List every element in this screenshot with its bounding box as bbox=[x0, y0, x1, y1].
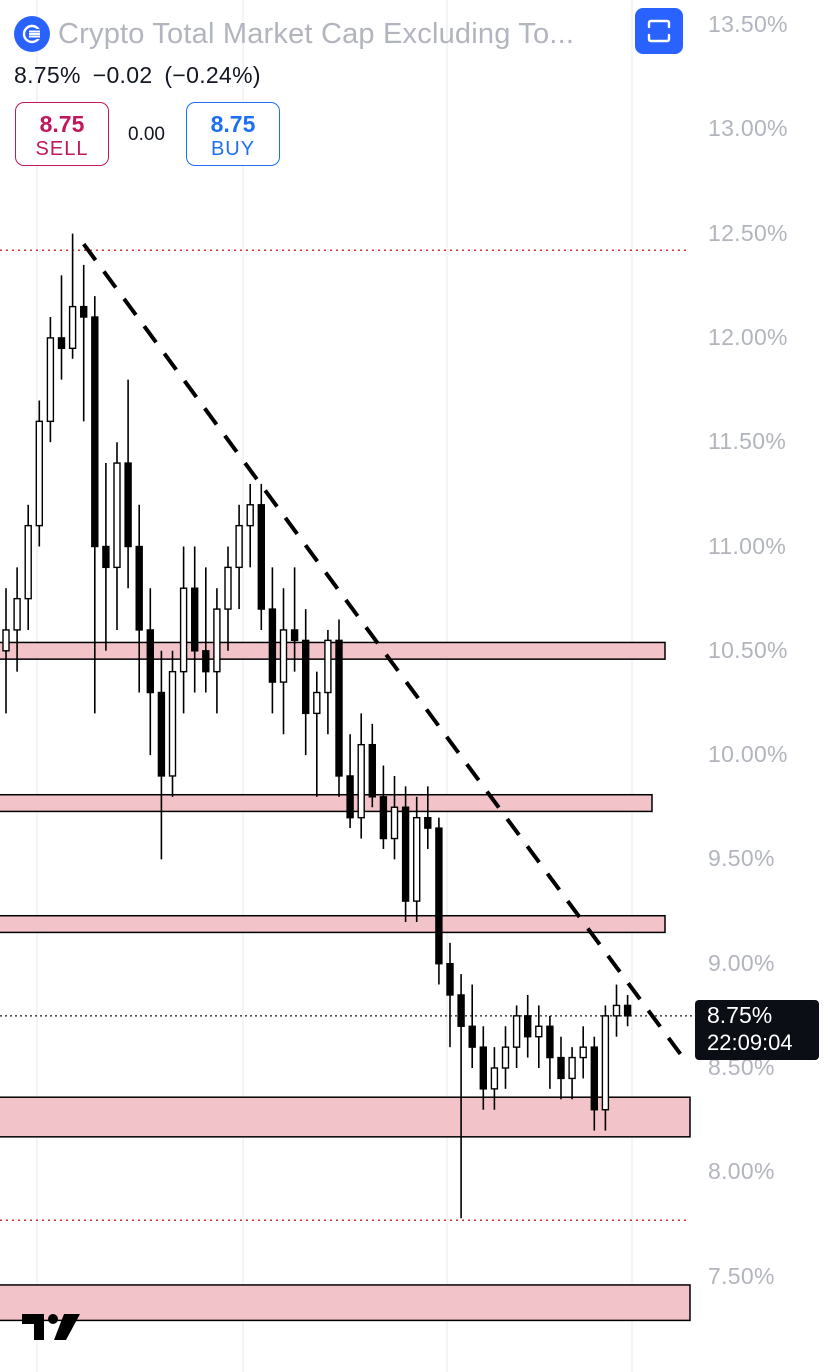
candlestick-series bbox=[2, 233, 632, 1219]
candle-body bbox=[490, 1067, 499, 1090]
candle-body bbox=[379, 796, 388, 840]
y-tick-label: 9.00% bbox=[708, 949, 775, 976]
y-tick-label: 13.50% bbox=[708, 11, 788, 37]
sell-button[interactable]: 8.75 SELL bbox=[15, 102, 109, 166]
change-value: −0.02 bbox=[92, 62, 153, 88]
y-tick-label: 12.50% bbox=[708, 219, 788, 246]
price-zone bbox=[0, 914, 666, 934]
candle-body bbox=[623, 1004, 632, 1017]
symbol-title[interactable]: Crypto Total Market Cap Excluding To... bbox=[58, 17, 575, 50]
candle-body bbox=[57, 337, 66, 350]
buy-label: BUY bbox=[210, 138, 256, 160]
y-tick-label: 12.00% bbox=[708, 323, 788, 350]
candle-body bbox=[290, 629, 299, 642]
candle-body bbox=[435, 827, 443, 965]
price-summary: 8.75% −0.02 (−0.24%) bbox=[14, 62, 261, 89]
candle-body bbox=[246, 504, 254, 527]
candle-body bbox=[68, 305, 77, 350]
candle-body bbox=[335, 639, 343, 777]
candle-body bbox=[590, 1046, 598, 1111]
candle-body bbox=[179, 587, 188, 673]
y-tick-label: 11.50% bbox=[708, 428, 787, 455]
candle-body bbox=[13, 597, 21, 631]
candle-body bbox=[102, 545, 110, 569]
y-tick-label: 13.00% bbox=[708, 115, 788, 142]
candle-body bbox=[557, 1056, 565, 1080]
current-price-tag: 8.75% 22:09:04 bbox=[695, 1000, 819, 1060]
candle-body bbox=[302, 639, 310, 715]
candle-body bbox=[479, 1046, 487, 1090]
y-tick-label: 10.00% bbox=[708, 741, 788, 768]
tradingview-logo-icon[interactable] bbox=[20, 1308, 84, 1344]
y-tick-label: 8.00% bbox=[708, 1158, 775, 1185]
candle-body bbox=[202, 650, 210, 673]
candle-body bbox=[213, 608, 221, 673]
support-resistance-zones bbox=[0, 641, 691, 1322]
candle-body bbox=[2, 629, 10, 652]
candle-body bbox=[324, 639, 332, 694]
buy-button[interactable]: 8.75 BUY bbox=[186, 102, 280, 166]
buy-price: 8.75 bbox=[210, 111, 256, 137]
candle-body bbox=[546, 1025, 554, 1059]
crypto-cap-logo-icon bbox=[14, 16, 50, 52]
candle-body bbox=[413, 816, 421, 902]
candle-body bbox=[279, 629, 288, 683]
candle-body bbox=[535, 1025, 543, 1038]
y-tick-label: 10.50% bbox=[708, 636, 788, 663]
candle-body bbox=[501, 1046, 510, 1069]
candle-body bbox=[424, 816, 432, 829]
candle-body bbox=[91, 316, 99, 548]
candle-body bbox=[368, 743, 376, 798]
candle-body bbox=[390, 806, 399, 840]
last-value: 8.75% bbox=[14, 62, 81, 88]
bar-countdown: 22:09:04 bbox=[707, 1030, 793, 1055]
chart-header: Crypto Total Market Cap Excluding To... bbox=[14, 12, 574, 56]
price-zone bbox=[0, 793, 653, 813]
candle-body bbox=[313, 691, 321, 715]
spread-value: 0.00 bbox=[128, 124, 165, 145]
change-percent: (−0.24%) bbox=[164, 62, 261, 88]
candle-body bbox=[579, 1046, 587, 1059]
candle-body bbox=[168, 670, 177, 777]
dotted-levels bbox=[0, 249, 695, 1222]
sell-label: SELL bbox=[35, 138, 89, 160]
candle-body bbox=[568, 1056, 576, 1080]
candle-body bbox=[224, 566, 232, 610]
candle-body bbox=[357, 743, 365, 819]
candle-body bbox=[79, 305, 88, 318]
candle-body bbox=[457, 994, 465, 1027]
fullscreen-icon bbox=[647, 19, 671, 43]
candle-body bbox=[512, 1015, 521, 1048]
price-zone bbox=[0, 641, 666, 660]
candle-body bbox=[35, 420, 43, 527]
y-tick-label: 11.00% bbox=[708, 532, 787, 559]
candle-body bbox=[135, 545, 143, 631]
candle-body bbox=[446, 963, 454, 996]
price-zone bbox=[0, 1284, 691, 1322]
current-price-value: 8.75% bbox=[707, 1002, 773, 1028]
candle-body bbox=[601, 1015, 610, 1111]
y-tick-label: 7.50% bbox=[708, 1262, 775, 1289]
fullscreen-button[interactable] bbox=[635, 8, 683, 54]
candle-body bbox=[468, 1025, 476, 1048]
candle-body bbox=[24, 524, 32, 600]
candle-body bbox=[146, 629, 155, 694]
candle-body bbox=[346, 775, 354, 819]
candle-body bbox=[612, 1004, 621, 1017]
candle-body bbox=[235, 524, 243, 569]
sell-price: 8.75 bbox=[39, 111, 85, 137]
candle-body bbox=[190, 587, 199, 652]
y-tick-label: 9.50% bbox=[708, 845, 775, 872]
chart-grid bbox=[36, 0, 633, 1372]
candle-body bbox=[113, 462, 121, 569]
price-zone bbox=[0, 1096, 691, 1138]
candle-body bbox=[524, 1015, 532, 1038]
candle-body bbox=[124, 462, 132, 548]
candle-body bbox=[46, 337, 55, 423]
candle-body bbox=[257, 504, 265, 610]
candle-body bbox=[268, 608, 277, 683]
candle-body bbox=[157, 691, 166, 777]
candle-body bbox=[401, 806, 410, 902]
